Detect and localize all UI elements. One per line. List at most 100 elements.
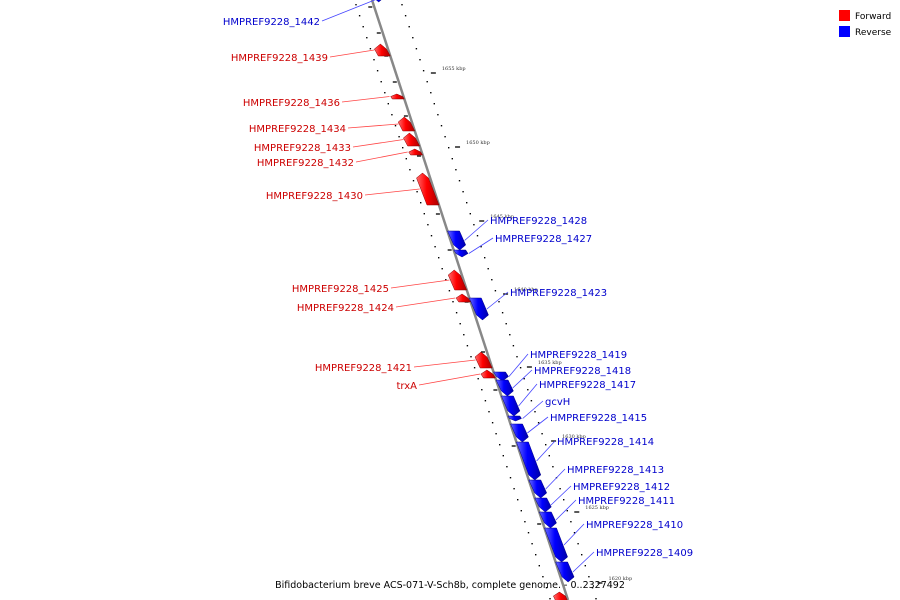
track-dot <box>588 576 590 578</box>
track-dot <box>430 235 433 237</box>
gene-hmpref9228-1415[interactable] <box>510 423 529 443</box>
leader-line <box>413 359 476 368</box>
label-leader-lines <box>321 0 595 573</box>
scale-tick-label: 1625 kbp <box>585 505 609 511</box>
track-dot <box>549 598 551 600</box>
gene-label: HMPREF9228_1409 <box>596 548 693 559</box>
track-dot <box>423 213 425 215</box>
track-dot <box>462 191 464 193</box>
leader-line <box>572 551 595 573</box>
gene-hmpref9228-1413[interactable] <box>528 479 548 499</box>
track-dot <box>376 70 379 72</box>
gene-label: HMPREF9228_1415 <box>550 413 647 424</box>
track-dot <box>499 444 501 446</box>
gene-label: HMPREF9228_1423 <box>510 288 607 299</box>
track-dot <box>563 499 565 501</box>
gene-hmpref9228-1414[interactable] <box>516 441 542 481</box>
track-dot <box>448 290 451 292</box>
gene-label: HMPREF9228_1427 <box>495 234 592 245</box>
leader-line <box>563 523 585 546</box>
gene-label: HMPREF9228_1439 <box>231 53 328 64</box>
gene-trxa[interactable] <box>480 369 496 379</box>
leader-line <box>364 188 420 196</box>
gene-features[interactable] <box>369 0 575 600</box>
track-dot <box>498 301 500 303</box>
track-dot <box>584 565 586 567</box>
track-dot <box>420 202 422 204</box>
track-dot <box>391 114 393 116</box>
gene-hmpref9228-1427[interactable] <box>453 249 469 258</box>
track-dot <box>519 367 522 369</box>
gene-hmpref9228-1424[interactable] <box>455 293 472 303</box>
track-dot <box>408 26 410 28</box>
gene-hmpref9228-1410[interactable] <box>544 527 568 563</box>
track-dot <box>552 466 554 468</box>
leader-line <box>486 291 509 310</box>
leader-line <box>518 383 538 407</box>
leader-line <box>536 440 556 462</box>
gene-hmpref9228-1439[interactable] <box>374 43 391 57</box>
leader-line <box>395 297 456 308</box>
gene-hmpref9228-1418[interactable] <box>495 379 514 397</box>
gene-hmpref9228-1417[interactable] <box>501 395 521 417</box>
gene-hmpref9228-1436[interactable] <box>390 93 405 100</box>
gene-hmpref9228-1442[interactable] <box>369 0 385 3</box>
track-dot <box>491 279 493 281</box>
track-dot <box>427 224 429 226</box>
track-dot <box>541 433 543 435</box>
track-dot <box>534 411 536 413</box>
track-dot <box>422 70 425 72</box>
gene-label: HMPREF9228_1436 <box>243 98 340 109</box>
leader-line <box>512 369 533 389</box>
track-dot <box>387 103 389 105</box>
leader-line <box>355 151 408 163</box>
gene-hmpref9228-1419[interactable] <box>493 371 509 382</box>
gene-hmpref9228-1428[interactable] <box>447 230 467 251</box>
gene-hmpref9228-1411[interactable] <box>538 511 557 529</box>
leader-line <box>527 416 549 434</box>
gene-hmpref9228-1409[interactable] <box>555 561 575 583</box>
gene-hmpref9228-1430[interactable] <box>416 172 440 206</box>
track-dot <box>531 543 533 545</box>
genome-caption: Bifidobacterium breve ACS-071-V-Sch8b, c… <box>275 580 625 591</box>
track-dot <box>459 323 461 325</box>
track-dot <box>487 268 489 270</box>
track-dot <box>412 37 414 39</box>
leader-line <box>329 49 375 58</box>
gene-hmpref9228-1423[interactable] <box>468 297 489 321</box>
track-dot <box>398 136 400 138</box>
gene-label: HMPREF9228_1412 <box>573 482 670 493</box>
track-dot <box>570 521 572 523</box>
leader-line <box>545 468 566 490</box>
gene-hmpref9228-1434[interactable] <box>397 116 416 132</box>
gene-hmpref9228-1412[interactable] <box>534 497 552 513</box>
gene-label: HMPREF9228_1414 <box>557 437 654 448</box>
gene-partial[interactable] <box>553 591 570 600</box>
track-dot <box>559 488 561 490</box>
track-dot <box>405 158 407 160</box>
gene-gcvh[interactable] <box>507 415 522 422</box>
gene-label: HMPREF9228_1425 <box>292 284 389 295</box>
track-dot <box>488 411 490 413</box>
legend-forward-label: Forward <box>855 12 891 22</box>
scale-tick-label: 1620 kbp <box>608 576 632 582</box>
track-dot <box>369 48 372 50</box>
gene-hmpref9228-1433[interactable] <box>403 132 421 147</box>
track-dot <box>373 59 375 61</box>
gene-label: HMPREF9228_1430 <box>266 191 363 202</box>
track-dot <box>542 576 544 578</box>
track-dot <box>484 257 486 259</box>
gene-hmpref9228-1432[interactable] <box>408 148 424 156</box>
scale-tick-label: 1630 kbp <box>562 434 586 440</box>
gene-hmpref9228-1421[interactable] <box>474 351 493 369</box>
track-dot <box>495 433 497 435</box>
leader-line <box>321 0 376 22</box>
track-dot <box>477 378 479 380</box>
track-dot <box>537 422 540 424</box>
gene-hmpref9228-1425[interactable] <box>447 269 468 291</box>
track-dot <box>445 279 447 281</box>
track-dot <box>527 532 530 534</box>
track-dot <box>566 510 568 512</box>
